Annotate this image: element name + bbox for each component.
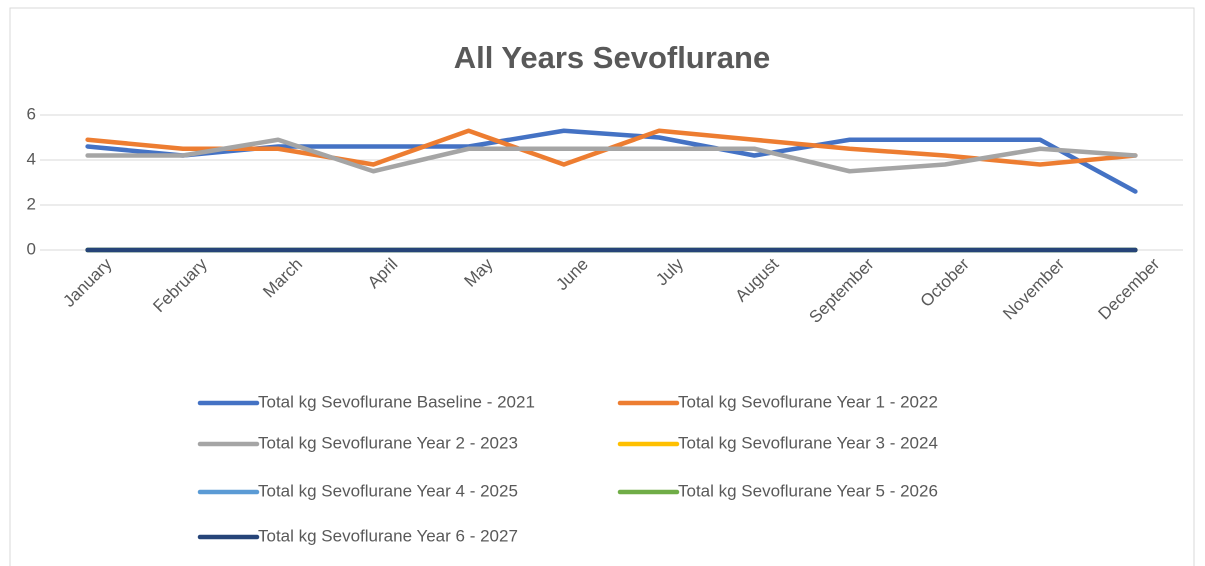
y-tick-label: 0 — [27, 239, 36, 258]
legend-label: Total kg Sevoflurane Baseline - 2021 — [258, 392, 535, 411]
chart-border — [9, 7, 1195, 566]
y-tick-label: 2 — [27, 194, 36, 213]
legend-label: Total kg Sevoflurane Year 5 - 2026 — [678, 481, 938, 500]
legend-label: Total kg Sevoflurane Year 1 - 2022 — [678, 392, 938, 411]
series-line — [85, 137, 1138, 174]
y-tick-label: 6 — [27, 104, 36, 123]
y-tick-label: 4 — [27, 149, 36, 168]
legend-label: Total kg Sevoflurane Year 2 - 2023 — [258, 433, 518, 452]
chart-title: All Years Sevoflurane — [454, 40, 770, 75]
legend-label: Total kg Sevoflurane Year 4 - 2025 — [258, 481, 518, 500]
legend-label: Total kg Sevoflurane Year 3 - 2024 — [678, 433, 938, 452]
legend-label: Total kg Sevoflurane Year 6 - 2027 — [258, 526, 518, 545]
